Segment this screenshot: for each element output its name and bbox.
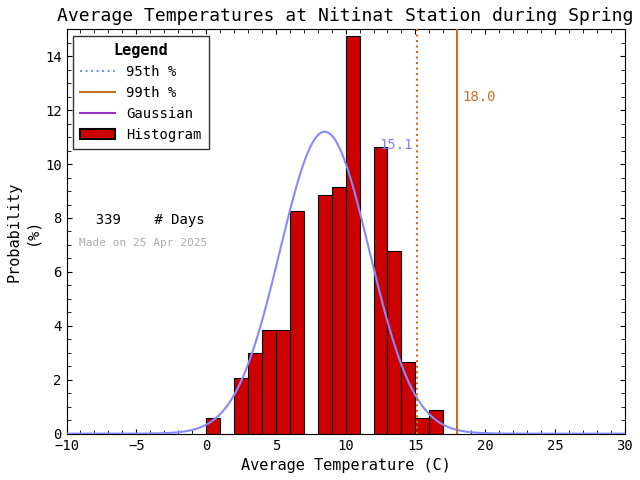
- Bar: [206, 418, 220, 433]
- Bar: [332, 187, 346, 433]
- Bar: [401, 362, 415, 433]
- Title: Average Temperatures at Nitinat Station during Spring: Average Temperatures at Nitinat Station …: [58, 7, 634, 25]
- Bar: [387, 251, 401, 433]
- Y-axis label: Probability
(%): Probability (%): [7, 181, 39, 282]
- Text: 339    # Days: 339 # Days: [79, 213, 204, 227]
- Bar: [248, 353, 262, 433]
- Bar: [262, 330, 276, 433]
- Bar: [346, 36, 360, 433]
- Bar: [317, 195, 332, 433]
- Bar: [374, 147, 387, 433]
- Legend: 95th %, 99th %, Gaussian, Histogram: 95th %, 99th %, Gaussian, Histogram: [74, 36, 209, 149]
- Text: 18.0: 18.0: [463, 90, 496, 104]
- X-axis label: Average Temperature (C): Average Temperature (C): [241, 458, 451, 473]
- Text: 15.1: 15.1: [379, 138, 413, 152]
- Bar: [234, 378, 248, 433]
- Bar: [276, 330, 290, 433]
- Text: Made on 25 Apr 2025: Made on 25 Apr 2025: [79, 238, 207, 248]
- Bar: [429, 409, 444, 433]
- Bar: [290, 211, 304, 433]
- Bar: [415, 418, 429, 433]
